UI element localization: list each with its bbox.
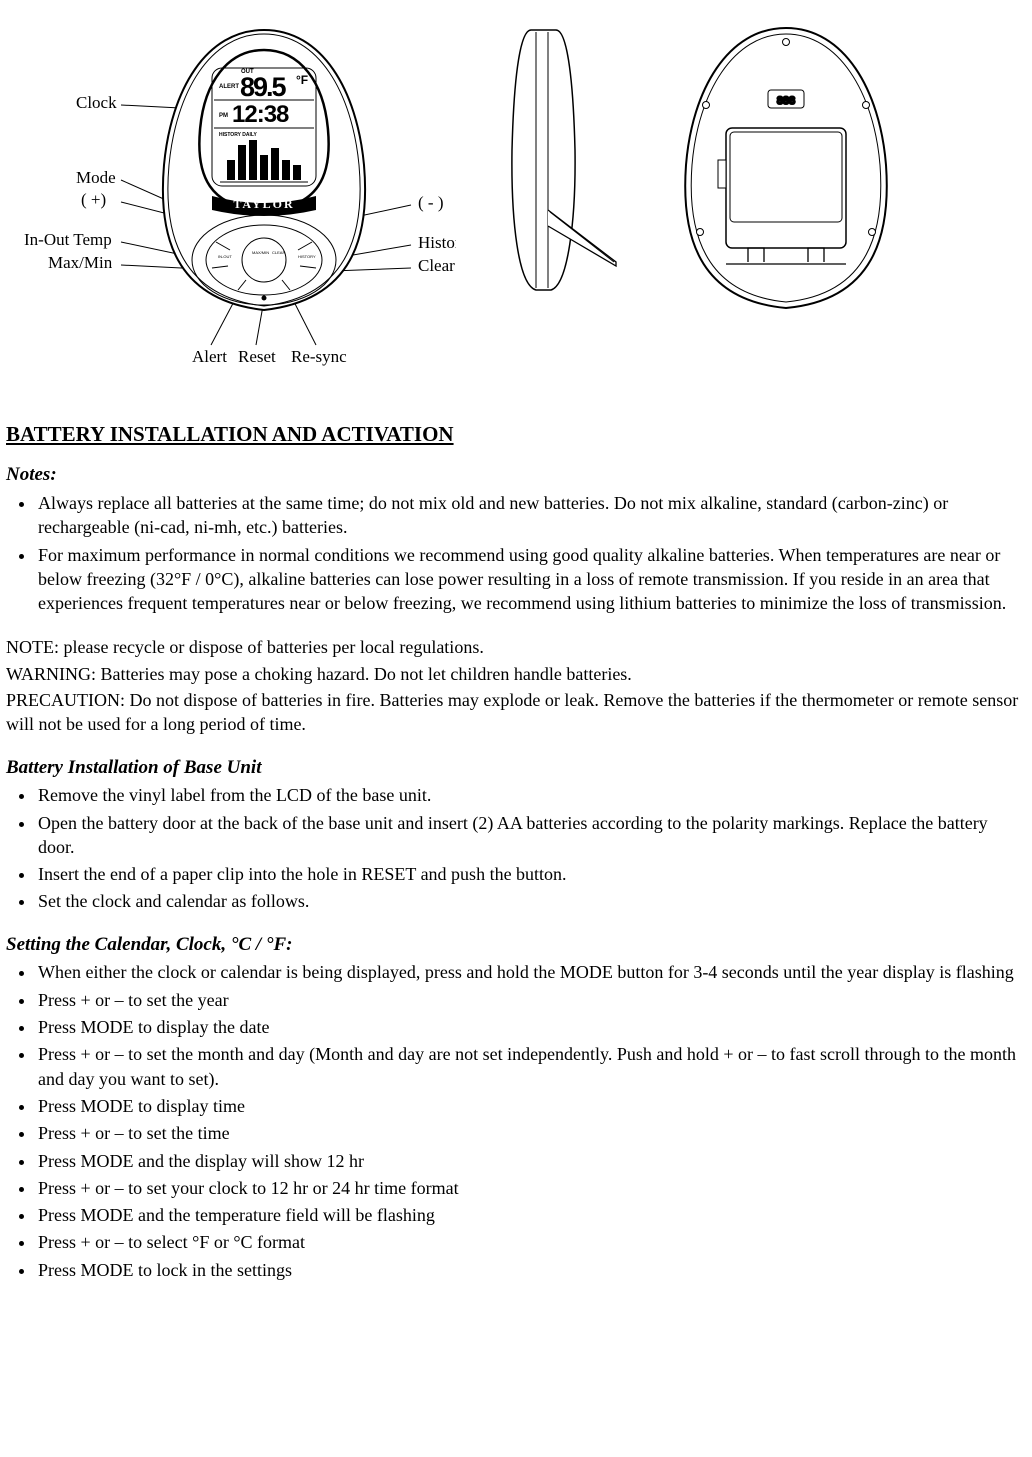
list-item: Press + or – to set the time [36, 1121, 1026, 1145]
list-item: Press + or – to set the month and day (M… [36, 1042, 1026, 1091]
subheading-setting: Setting the Calendar, Clock, °C / °F: [6, 932, 1026, 958]
notes-item: Always replace all batteries at the same… [36, 491, 1026, 540]
label-alert: Alert [192, 347, 227, 366]
list-item: Insert the end of a paper clip into the … [36, 862, 1026, 886]
setting-list: When either the clock or calendar is bei… [6, 960, 1026, 1282]
device-front-diagram: Clock Mode ( +) In-Out Temp Max/Min ( - … [6, 10, 456, 380]
display-temperature: 89.5 [240, 72, 287, 102]
section-title-battery: BATTERY INSTALLATION AND ACTIVATION [6, 420, 1026, 448]
svg-text:MAX/MIN: MAX/MIN [252, 250, 269, 255]
list-item: Set the clock and calendar as follows. [36, 889, 1026, 913]
list-item: Press + or – to set the year [36, 988, 1026, 1012]
display-history-label: HISTORY DAILY [219, 132, 257, 138]
warning-line: WARNING: Batteries may pose a choking ha… [6, 662, 1026, 686]
device-side-diagram [476, 10, 636, 320]
label-history: History [418, 233, 456, 252]
display-time: 12:38 [232, 101, 289, 128]
list-item: Press MODE to lock in the settings [36, 1258, 1026, 1282]
device-back-diagram: 888 [656, 10, 916, 320]
svg-text:CLEAR: CLEAR [272, 250, 285, 255]
label-resync: Re-sync [291, 347, 347, 366]
label-minus: ( - ) [418, 193, 443, 212]
note-line: NOTE: please recycle or dispose of batte… [6, 635, 1026, 659]
list-item: Remove the vinyl label from the LCD of t… [36, 783, 1026, 807]
notes-item: For maximum performance in normal condit… [36, 543, 1026, 616]
label-mode: Mode [76, 168, 116, 187]
list-item: Press + or – to select °F or °C format [36, 1230, 1026, 1254]
display-alert-label: ALERT [219, 84, 239, 90]
list-item: Press MODE to display the date [36, 1015, 1026, 1039]
subheading-base-unit: Battery Installation of Base Unit [6, 755, 1026, 781]
display-temp-unit: °F [296, 73, 308, 87]
list-item: Press + or – to set your clock to 12 hr … [36, 1176, 1026, 1200]
label-clock: Clock [76, 93, 117, 112]
brand-label: TAYLOR [233, 197, 294, 211]
label-reset: Reset [238, 347, 276, 366]
list-item: When either the clock or calendar is bei… [36, 960, 1026, 984]
svg-text:HISTORY: HISTORY [298, 254, 316, 259]
list-item: Press MODE and the display will show 12 … [36, 1149, 1026, 1173]
list-item: Press MODE and the temperature field wil… [36, 1203, 1026, 1227]
display-pm: PM [219, 113, 228, 119]
product-diagram: Clock Mode ( +) In-Out Temp Max/Min ( - … [6, 10, 1026, 380]
precaution-line: PRECAUTION: Do not dispose of batteries … [6, 688, 1026, 737]
label-plus: ( +) [81, 190, 106, 209]
base-unit-list: Remove the vinyl label from the LCD of t… [6, 783, 1026, 913]
device-body: OUT ALERT 89.5 °F PM 12:38 HISTORY DAILY [163, 30, 365, 310]
notes-list: Always replace all batteries at the same… [6, 491, 1026, 615]
notes-heading: Notes: [6, 462, 1026, 488]
label-maxmin: Max/Min [48, 253, 113, 272]
list-item: Open the battery door at the back of the… [36, 811, 1026, 860]
list-item: Press MODE to display time [36, 1094, 1026, 1118]
label-clear: Clear [418, 256, 455, 275]
svg-text:IN-OUT: IN-OUT [218, 254, 232, 259]
back-display: 888 [777, 95, 795, 107]
label-inout: In-Out Temp [24, 230, 112, 249]
